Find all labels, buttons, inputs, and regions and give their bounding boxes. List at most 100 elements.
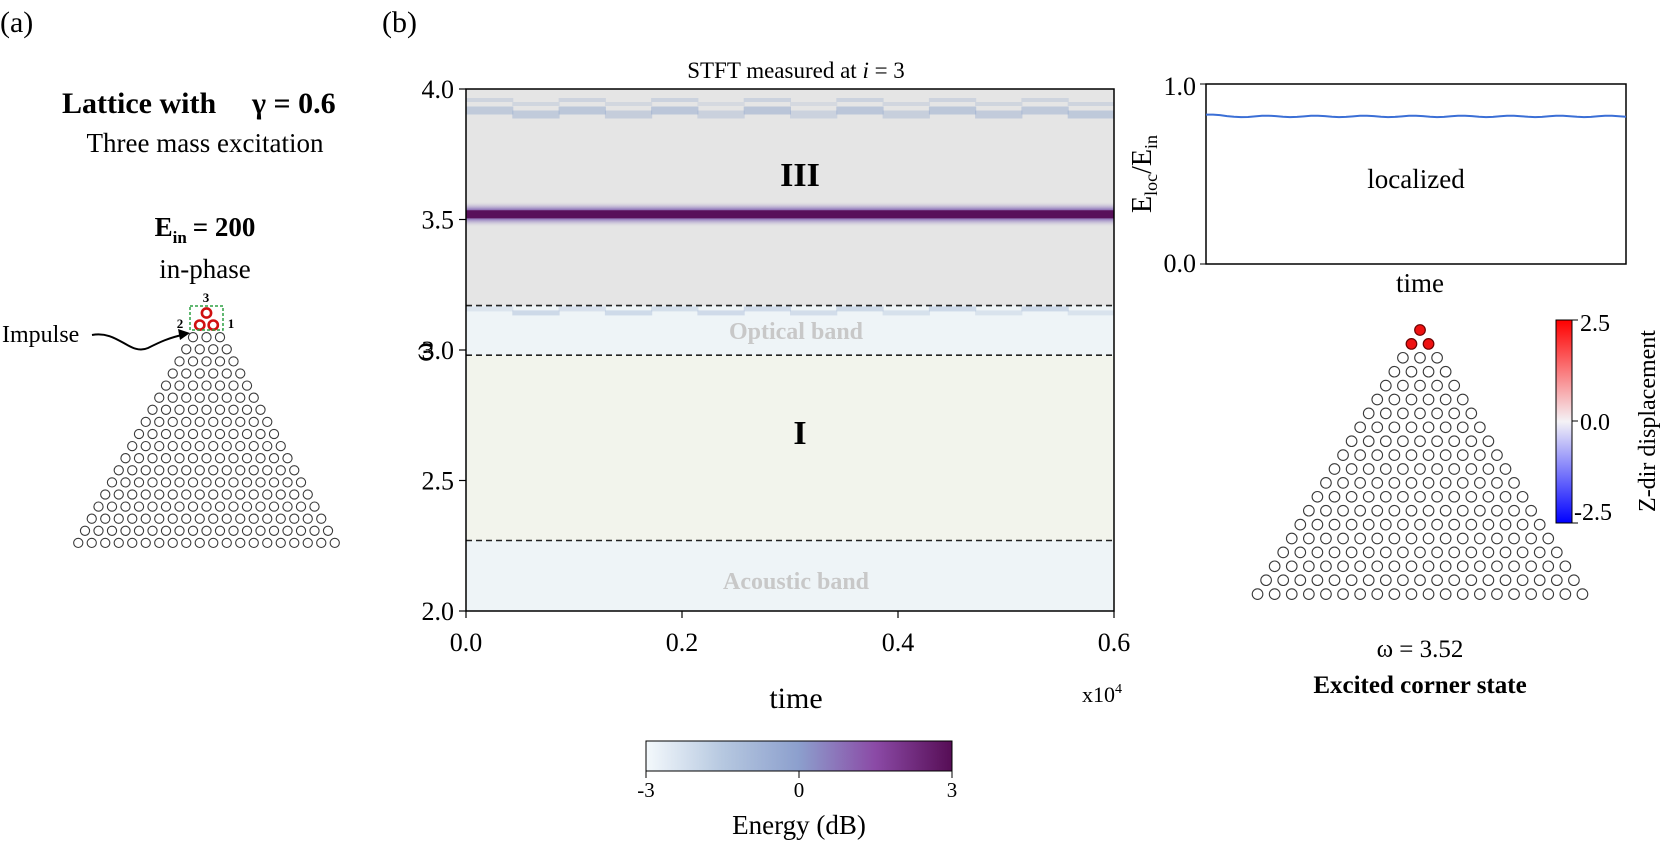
region-i-label: I [793,415,806,452]
lattice-a-mass [167,537,178,549]
lattice-a-mass [133,501,145,512]
lattice-b-mass [1371,477,1384,489]
faint-high-band-patch [697,102,745,106]
faint-high-band-patch [836,98,884,102]
y-axis-ticks: 2.0 2.5 3.0 3.5 4.0 [422,75,466,626]
lattice-b-mass [1405,477,1418,489]
lattice-b-mass [1422,588,1435,600]
lattice-a-mass [147,453,158,464]
lattice-a-mass [181,489,192,500]
cbar-tick-label-min: -3 [637,778,655,802]
lattice-b-mass [1397,407,1409,420]
lattice-a-mass [322,525,334,536]
lattice-b-mass [1379,463,1392,475]
lattice-a-mass [228,428,239,440]
mass-label-2: 2 [177,316,184,331]
lattice-b-mass [1362,518,1375,531]
panel-a-title-prefix: Lattice with [62,87,216,120]
lattice-a-mass [160,380,172,391]
lattice-a-mass [140,440,151,452]
faint-high-band-patch [1021,98,1069,102]
lattice-b-mass [1320,532,1332,545]
lattice-a-mass [187,477,199,488]
loc-ratio-line [1206,113,1627,119]
x-tick-label: 0.4 [882,628,915,657]
impulse-label: Impulse [2,322,79,348]
lattice-b-mass [1439,449,1452,461]
lattice-b-mass [1431,518,1443,531]
lattice-a-mass [235,392,246,403]
lattice-b-mass [1508,588,1520,600]
lattice-a-mass [248,513,259,524]
lattice-a-mass [201,501,212,512]
lattice-a-mass [228,501,239,512]
lattice-b-mass [1542,532,1555,545]
lattice-a-mass [160,453,172,464]
lattice-a-mass [106,525,118,536]
lattice-b-mass [1525,588,1537,600]
faint-edge-band-patch [512,310,560,316]
y-tick-label: 3.0 [422,336,455,365]
ein-label: Ein = 200 [155,212,256,247]
lattice-a-mass [201,356,212,367]
faint-edge-band-patch [975,310,1023,316]
lattice-b-mass [1328,546,1341,559]
lattice-b-mass [1533,574,1546,587]
lattice-a-mass [309,525,320,536]
lattice-b-mass [1456,449,1469,461]
faint-high-band-patch [512,102,560,106]
lattice-a-mass [262,416,273,428]
lattice-b-mass [1388,560,1401,573]
lattice-a-mass [221,465,232,476]
lattice-a-mass [214,356,226,367]
lattice-a-mass [120,453,131,464]
lattice-a-mass [275,440,286,452]
lattice-b-mass [1473,560,1486,573]
lattice-b-mass [1491,477,1503,489]
lattice-b-mass [1516,490,1529,503]
faint-edge-band-patch [697,310,745,316]
lattice-a-mass [194,513,205,524]
x-multiplier: x104 [1082,682,1122,707]
lattice-b-mass [1499,490,1512,503]
lattice-a-mass [248,489,259,500]
lattice-b-mass [1473,449,1486,461]
lattice-a-mass [295,525,307,536]
lattice-b-mass [1414,518,1426,531]
lattice-a-mass [160,428,172,440]
lattice-a-mass [154,392,165,403]
lattice-b-mass [1251,588,1264,600]
lattice-b-mass [1491,504,1503,517]
lattice-a [73,307,340,549]
lattice-b-mass [1533,518,1546,531]
lattice-b-mass [1379,574,1392,587]
lattice-a-mass [221,537,232,549]
lattice-a-mass [214,501,226,512]
lattice-a-mass [235,465,246,476]
lattice-a-mass [208,513,219,524]
faint-edge-band-patch [1021,306,1069,312]
lattice-b-mass [1422,393,1435,406]
lattice-b-mass [1439,477,1452,489]
faint-high-band-patch [975,102,1023,106]
lattice-a-mass [268,453,280,464]
lattice-a-mass [181,392,192,403]
lattice-b-mass [1302,588,1315,600]
lattice-a-mass [187,428,199,440]
panel-b-label: (b) [382,6,417,39]
lattice-b-mass [1362,574,1375,587]
lattice-a-mass [228,356,239,367]
panel-a-label: (a) [0,6,33,39]
lattice-a-mass [93,525,104,536]
lattice-a-mass [194,465,205,476]
stft-title: STFT measured at i = 3 [687,58,905,83]
lattice-a-mass [241,428,253,440]
lattice-b-mass [1379,546,1392,559]
lattice-a-mass [167,513,178,524]
panel-a-subtitle: Three mass excitation [87,128,324,158]
lattice-a-mass [268,428,280,440]
lattice-a-mass [154,416,165,428]
lattice-a-mass [160,525,172,536]
lattice-a-mass [316,513,327,524]
